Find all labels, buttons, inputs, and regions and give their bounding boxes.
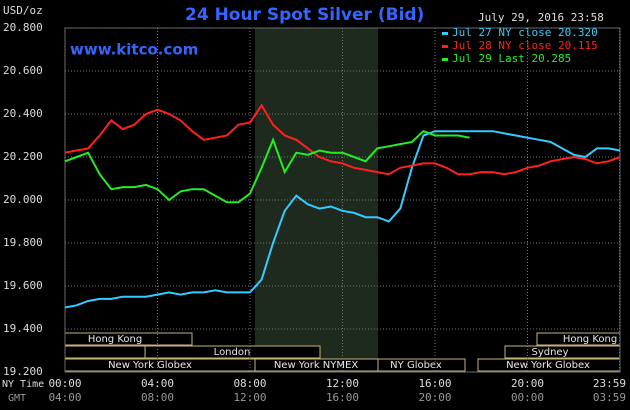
x-tick-label: 08:00 [233, 377, 266, 390]
session-label: New York Globex [506, 360, 590, 371]
series-line [64, 103, 621, 176]
x2-tick-label: 08:00 [141, 391, 174, 404]
session-label: NY Globex [390, 360, 442, 371]
y-tick-label: 20.600 [3, 64, 43, 77]
x-tick-label: 20:00 [511, 377, 544, 390]
y-tick-label: 20.000 [3, 193, 43, 206]
session-label: New York NYMEX [274, 360, 359, 371]
x-tick-label: 16:00 [418, 377, 451, 390]
legend-label: Jul 27 NY close 20.320 [452, 26, 598, 39]
legend-swatch [442, 45, 448, 48]
y-tick-label: 19.400 [3, 322, 43, 335]
session-label: New York Globex [108, 360, 192, 371]
legend-label: Jul 28 NY close 20.115 [452, 39, 598, 52]
x2-tick-label: 12:00 [233, 391, 266, 404]
legend-swatch [442, 58, 448, 61]
sessions: Hong Kong London New York Globex New Yor… [64, 332, 621, 372]
series-line [64, 130, 621, 309]
timestamp: July 29, 2016 23:58 [478, 11, 604, 24]
session-box [64, 345, 146, 359]
y-tick-label: 20.400 [3, 107, 43, 120]
y-tick-label: 20.200 [3, 150, 43, 163]
website: www.kitco.com [70, 41, 198, 59]
session-label: Hong Kong [563, 334, 617, 345]
session-box [144, 345, 321, 359]
series-line [64, 130, 470, 204]
x2-axis-label: GMT [8, 393, 26, 404]
x2-tick-label: 20:00 [418, 391, 451, 404]
x-tick-label: 23:59 [593, 377, 626, 390]
x-tick-label: 12:00 [326, 377, 359, 390]
y-unit: USD/oz [3, 4, 43, 17]
session-label: Sydney [531, 347, 568, 358]
x-tick-label: 04:00 [141, 377, 174, 390]
x-tick-label: 00:00 [48, 377, 81, 390]
y-tick-label: 19.200 [3, 365, 43, 378]
x2-tick-label: 04:00 [48, 391, 81, 404]
x-axis-label: NY Time [2, 379, 44, 390]
session-box [377, 358, 466, 372]
x2-tick-label: 00:00 [511, 391, 544, 404]
x2-tick-label: 16:00 [326, 391, 359, 404]
legend-swatch [442, 32, 448, 35]
y-tick-label: 20.800 [3, 21, 43, 34]
chart-title: 24 Hour Spot Silver (Bid) [185, 5, 424, 25]
session-label: Hong Kong [88, 334, 142, 345]
y-tick-label: 19.800 [3, 236, 43, 249]
session-label: London [214, 347, 251, 358]
x2-tick-label: 03:59 [593, 391, 626, 404]
legend-label: Jul 29 Last 20.285 [452, 52, 571, 65]
y-tick-label: 19.600 [3, 279, 43, 292]
